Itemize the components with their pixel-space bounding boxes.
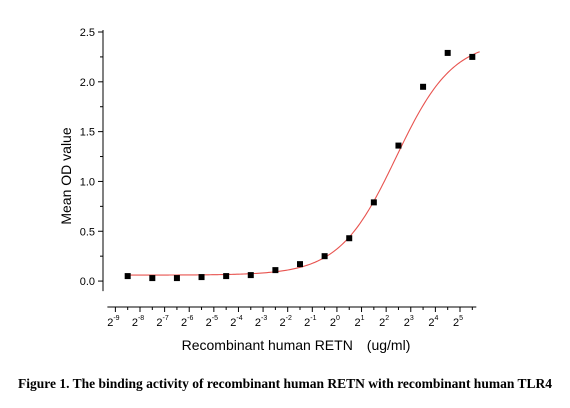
data-point (469, 53, 476, 60)
x-tick-label: 21 (355, 315, 365, 329)
x-tick-base: 2 (355, 317, 361, 329)
x-tick-exponent: -3 (261, 315, 267, 322)
data-point (444, 49, 451, 56)
x-tick-label: 2-4 (230, 315, 242, 329)
y-tick-label: 1.0 (80, 176, 95, 188)
x-tick-exponent: -6 (187, 315, 193, 322)
x-tick-label: 2-9 (107, 315, 119, 329)
x-tick-exponent: 1 (361, 315, 365, 322)
data-point (272, 267, 279, 274)
x-tick-base: 2 (255, 317, 261, 329)
x-tick-base: 2 (428, 317, 434, 329)
x-tick-exponent: 3 (410, 315, 414, 322)
x-tick-exponent: 0 (336, 315, 340, 322)
data-points-layer (124, 49, 476, 282)
x-tick-exponent: -7 (163, 315, 169, 322)
figure-caption: Figure 1. The binding activity of recomb… (18, 376, 552, 391)
data-point (346, 235, 353, 242)
x-tick-exponent: -4 (236, 315, 242, 322)
x-tick-exponent: -5 (212, 315, 218, 322)
fit-curve-layer (127, 51, 480, 276)
y-tick-label: 0.0 (80, 276, 95, 288)
x-tick-label: 22 (379, 315, 389, 329)
x-tick-exponent: 4 (434, 315, 438, 322)
x-tick-label: 23 (404, 315, 414, 329)
data-point (247, 272, 254, 279)
y-tick-label: 1.5 (80, 127, 95, 139)
x-tick-label: 2-1 (304, 315, 316, 329)
x-tick-base: 2 (132, 317, 138, 329)
x-tick-exponent: -8 (138, 315, 144, 322)
x-tick-base: 2 (156, 317, 162, 329)
x-tick-exponent: -9 (113, 315, 119, 322)
data-point (370, 199, 377, 206)
binding-activity-chart: 0.00.51.01.52.02.5 2-9 2-8 2-7 2-6 2-5 2-4 2-3… (58, 27, 480, 353)
y-tick-label: 2.5 (80, 27, 95, 39)
x-tick-label: 2-3 (255, 315, 267, 329)
data-point (173, 275, 180, 282)
x-tick-label: 2-5 (206, 315, 218, 329)
x-tick-base: 2 (304, 317, 310, 329)
x-tick-label: 20 (330, 315, 340, 329)
data-point (297, 261, 303, 268)
x-tick-base: 2 (107, 317, 113, 329)
x-tick-exponent: 2 (385, 315, 389, 322)
x-tick-exponent: -2 (286, 315, 292, 322)
fit-curve (127, 51, 480, 276)
x-tick-label: 2-2 (280, 315, 292, 329)
x-tick-base: 2 (330, 317, 336, 329)
y-tick-label: 0.5 (80, 226, 95, 238)
x-tick-base: 2 (181, 317, 187, 329)
x-tick-exponent: 5 (459, 315, 463, 322)
x-tick-base: 2 (404, 317, 410, 329)
x-tick-label: 2-7 (156, 315, 168, 329)
data-point (223, 273, 230, 280)
x-tick-base: 2 (379, 317, 385, 329)
x-tick-base: 2 (230, 317, 236, 329)
data-point (395, 142, 402, 149)
y-axis: 0.0 0.5 1.0 1.5 2.0 2.5 (80, 27, 104, 292)
x-axis-title: Recombinant human RETN (ug/ml) (182, 337, 411, 353)
x-tick-label: 2-6 (181, 315, 193, 329)
data-point (198, 274, 205, 281)
data-point (321, 253, 328, 260)
data-point (124, 273, 131, 280)
x-tick-label: 2-8 (132, 315, 144, 329)
data-point (420, 83, 427, 90)
x-axis: 2-9 2-8 2-7 2-6 2-5 2-4 2-3 2-2 2-1 20 21 22 23 24 25 (107, 306, 477, 329)
x-tick-label: 24 (428, 315, 438, 329)
x-tick-base: 2 (280, 317, 286, 329)
y-axis-title: Mean OD value (58, 127, 74, 224)
y-tick-label: 2.0 (80, 77, 95, 89)
x-tick-label: 25 (453, 315, 463, 329)
data-point (149, 275, 156, 282)
x-tick-base: 2 (453, 317, 459, 329)
x-tick-exponent: -1 (310, 315, 316, 322)
x-tick-base: 2 (206, 317, 212, 329)
